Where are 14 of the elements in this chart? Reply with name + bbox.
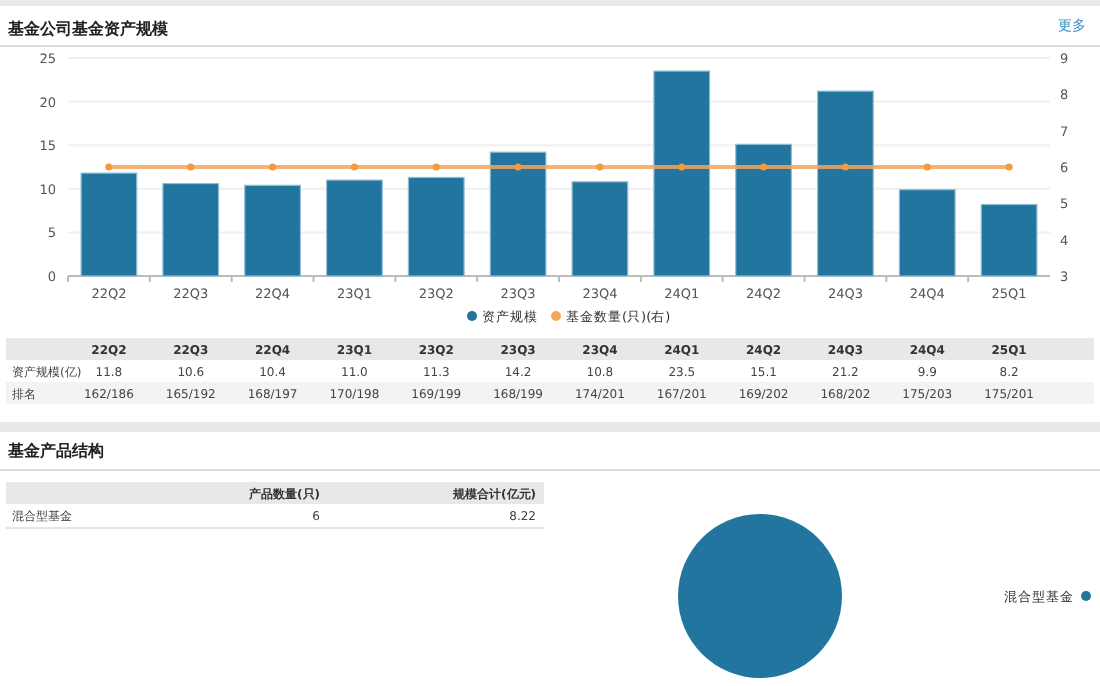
text: 基金产品结构 xyxy=(6,442,104,460)
bar xyxy=(980,203,1038,277)
bar xyxy=(898,189,956,277)
bar xyxy=(407,176,465,277)
bar xyxy=(571,181,629,277)
bar xyxy=(244,184,302,277)
bar xyxy=(735,143,793,277)
bar xyxy=(162,182,220,277)
bar xyxy=(816,90,874,277)
bar xyxy=(80,172,138,277)
chart-title: 基金公司基金资产规模 xyxy=(6,20,170,38)
bar xyxy=(489,151,547,277)
bar xyxy=(325,179,383,277)
bar xyxy=(653,70,711,277)
